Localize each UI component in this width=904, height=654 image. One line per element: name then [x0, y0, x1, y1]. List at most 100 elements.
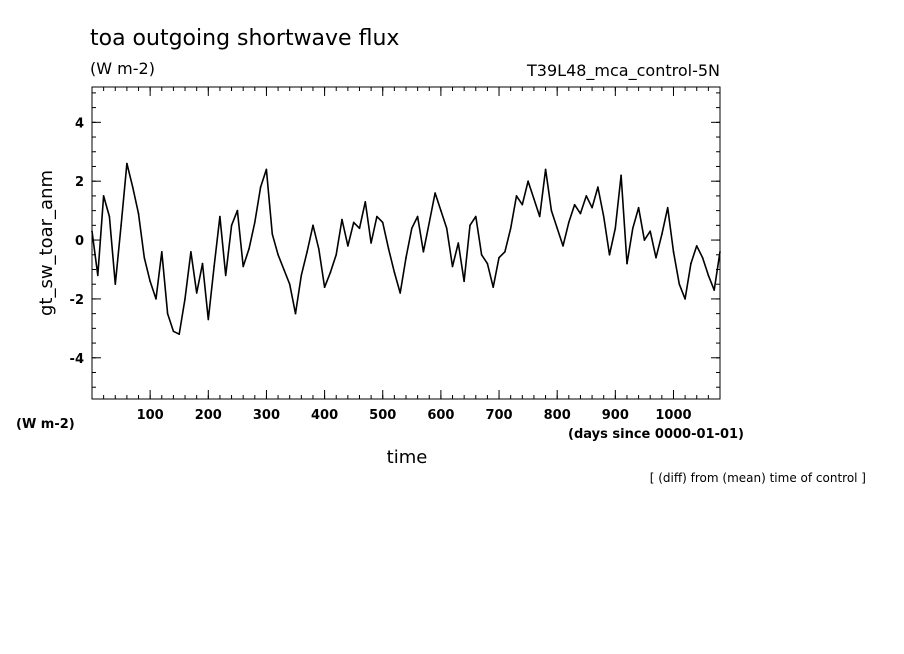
data-point [376, 215, 378, 218]
data-point [591, 206, 593, 209]
x-tick-label: 700 [485, 408, 512, 423]
data-point [335, 254, 338, 256]
data-point [440, 209, 442, 212]
data-point [97, 274, 99, 277]
data-point [643, 239, 646, 241]
data-point [632, 227, 634, 230]
data-point [91, 230, 93, 232]
data-point [602, 215, 605, 218]
data-point [213, 265, 215, 268]
data-point [597, 186, 599, 188]
data-point [527, 180, 529, 182]
y-axis-label: gt_sw_toar_anm [36, 170, 57, 316]
data-point [219, 215, 221, 218]
data-point [248, 248, 250, 250]
data-point [434, 192, 436, 194]
chart-title: toa outgoing shortwave flux [90, 26, 399, 51]
data-point [347, 245, 349, 247]
data-point [469, 224, 471, 227]
data-point [126, 162, 128, 165]
x-axis-units: (days since 0000-01-01) [568, 427, 744, 442]
data-point [149, 280, 151, 283]
data-point [323, 286, 326, 289]
y-tick-label: 4 [75, 116, 84, 131]
data-point [393, 271, 396, 274]
x-tick-label: 800 [544, 408, 571, 423]
data-point [690, 262, 692, 265]
data-point [573, 203, 576, 206]
data-point [254, 221, 256, 224]
data-point [538, 215, 541, 218]
y-tick-label: -2 [70, 293, 84, 308]
data-point [137, 212, 140, 215]
data-point [498, 256, 500, 259]
data-point [288, 283, 291, 286]
y-tick-label: -4 [70, 352, 84, 367]
data-point [190, 251, 192, 253]
x-tick-label: 1000 [655, 408, 691, 423]
data-point [608, 254, 611, 256]
data-point [387, 248, 390, 250]
data-point [201, 262, 204, 265]
data-point [102, 195, 105, 197]
data-point [306, 251, 308, 253]
data-point [626, 262, 628, 265]
data-point [544, 168, 547, 171]
data-point [166, 312, 169, 315]
data-point [178, 333, 180, 336]
data-point [195, 292, 198, 294]
data-point [463, 280, 465, 283]
series-points [91, 162, 721, 336]
data-point [579, 212, 582, 215]
data-point [271, 233, 274, 235]
data-point [562, 245, 564, 247]
data-point [614, 227, 617, 230]
data-point [329, 271, 332, 274]
data-point [184, 298, 186, 300]
data-point [475, 215, 477, 218]
data-point [509, 227, 512, 230]
data-point [666, 206, 669, 209]
data-point [265, 168, 268, 171]
y-axis-tick-labels: -4 -2 0 2 4 [70, 116, 84, 366]
data-point [230, 224, 233, 227]
data-point [713, 289, 715, 291]
data-point [242, 265, 244, 268]
data-point [451, 265, 454, 268]
data-point [428, 221, 431, 224]
x-minor-ticks [103, 87, 709, 399]
data-point [399, 292, 402, 294]
data-point [492, 286, 495, 289]
data-point [161, 251, 163, 253]
y-tick-label: 2 [75, 175, 84, 190]
data-point [521, 203, 524, 206]
x-tick-label: 300 [253, 408, 280, 423]
data-point [143, 256, 146, 259]
data-point [707, 274, 710, 277]
x-tick-label: 500 [369, 408, 396, 423]
data-point [684, 298, 686, 300]
x-tick-label: 600 [427, 408, 454, 423]
x-axis-tick-labels: 100 200 300 400 500 600 700 800 900 1000 [137, 408, 692, 423]
data-point [568, 221, 570, 224]
run-label: T39L48_mca_control-5N [526, 61, 720, 81]
data-point [224, 274, 227, 277]
series-line [91, 162, 721, 335]
data-point [480, 254, 483, 256]
data-point [411, 227, 413, 230]
y-axis-ticks [92, 121, 720, 359]
data-point [236, 209, 239, 212]
x-axis-label: time [387, 447, 428, 468]
data-point [515, 195, 518, 197]
data-point [114, 283, 117, 286]
chart-note: [ (diff) from (mean) time of control ] [650, 471, 866, 485]
data-point [695, 245, 698, 247]
x-tick-label: 100 [137, 408, 164, 423]
data-point [312, 224, 314, 227]
data-point [294, 312, 297, 315]
data-point [637, 206, 640, 209]
data-point [259, 186, 262, 188]
y-axis-units: (W m-2) [16, 417, 75, 432]
data-point [370, 242, 372, 244]
y-tick-label: 0 [75, 234, 84, 249]
